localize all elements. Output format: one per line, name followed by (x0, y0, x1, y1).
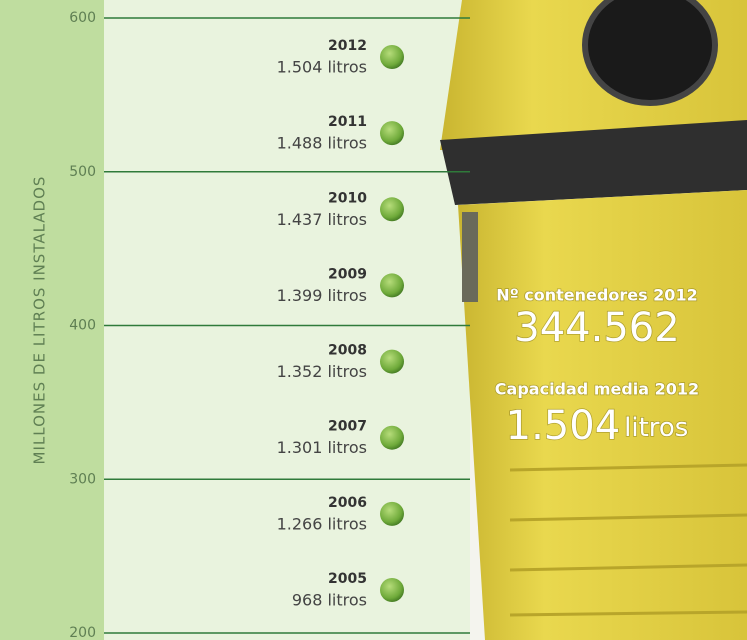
y-tick-label: 600 (69, 10, 96, 26)
highlight-label: Nº contenedores 2012 (496, 286, 697, 305)
year-label: 2005 (328, 571, 367, 587)
dot (380, 197, 404, 221)
y-tick-label: 200 (69, 625, 96, 640)
year-label: 2006 (328, 495, 367, 511)
y-tick-label: 400 (69, 318, 96, 334)
value-label: 1.301 litros (277, 438, 367, 457)
highlight-number: 1.504 (506, 403, 621, 449)
highlight-unit: litros (624, 413, 688, 443)
plot-area (104, 0, 470, 640)
value-label: 1.266 litros (277, 514, 367, 533)
year-label: 2007 (328, 419, 367, 435)
year-label: 2009 (328, 266, 367, 282)
value-label: 1.399 litros (277, 286, 367, 305)
value-label: 968 litros (292, 591, 367, 610)
year-label: 2011 (328, 114, 367, 130)
year-label: 2012 (328, 38, 367, 54)
year-label: 2008 (328, 343, 367, 359)
y-axis-label: MILLONES DE LITROS INSTALADOS (31, 176, 49, 465)
y-tick-label: 500 (69, 164, 96, 180)
dot (380, 426, 404, 450)
year-label: 2010 (328, 190, 367, 206)
value-label: 1.437 litros (277, 210, 367, 229)
y-tick-label: 300 (69, 471, 96, 487)
value-label: 1.504 litros (277, 58, 367, 77)
dot (380, 45, 404, 69)
dot (380, 350, 404, 374)
dot (380, 502, 404, 526)
highlight-number: 344.562 (514, 305, 679, 351)
infographic: MILLONES DE LITROS INSTALADOS 200 300 400 5… (0, 0, 747, 640)
dot (380, 273, 404, 297)
value-label: 1.352 litros (277, 362, 367, 381)
highlight-value: 344.562 (514, 305, 679, 351)
dot (380, 121, 404, 145)
value-label: 1.488 litros (277, 134, 367, 153)
dot (380, 578, 404, 602)
highlight-label: Capacidad media 2012 (495, 380, 699, 399)
